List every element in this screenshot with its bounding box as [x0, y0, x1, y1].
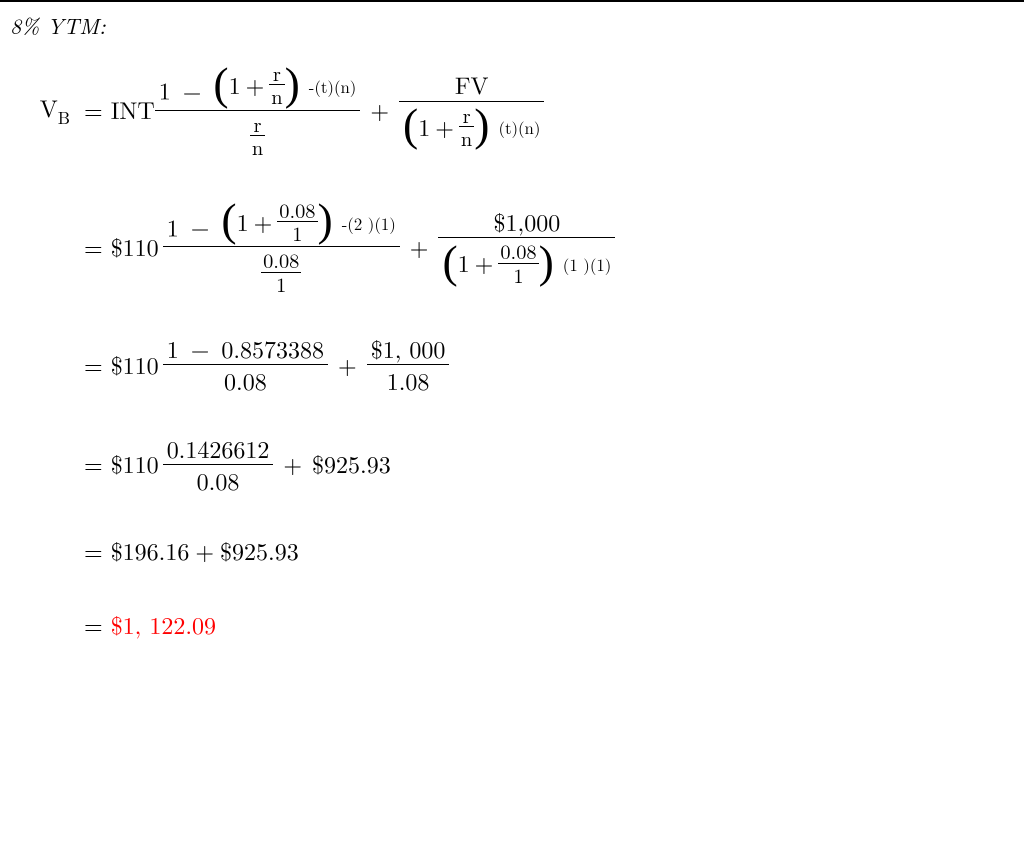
annuity-num-frac: 1 − ( 1 + 0.08 1 ) -(2 )(1)	[163, 198, 400, 295]
n1c: 1	[511, 264, 525, 285]
paren-group3: ( 1 + 0.08 1 )	[221, 200, 332, 244]
frac4: 0.1426612 0.08	[163, 434, 274, 493]
lparen4: (	[442, 244, 457, 280]
n1: 1	[290, 222, 304, 243]
total-value: $1, 122.09	[111, 607, 216, 641]
plus3: +	[338, 347, 357, 381]
r008d: 0.08	[220, 366, 271, 393]
exp-pos-1-1: (1 )(1)	[563, 256, 611, 274]
rparen4: )	[539, 244, 554, 280]
n3: n	[459, 127, 474, 148]
paren-group2: ( 1 + r n )	[403, 105, 489, 149]
vb-symbol: VB	[40, 90, 70, 129]
equals: =	[84, 92, 103, 126]
n1b: 1	[274, 273, 288, 294]
r008e: 0.08	[193, 466, 244, 493]
one7: 1	[167, 331, 179, 365]
plus5: +	[195, 533, 214, 567]
exp-pos-tn: (t)(n)	[498, 119, 540, 137]
diff: 0.1426612	[163, 434, 274, 463]
equals2: =	[84, 229, 103, 263]
one: 1	[159, 73, 171, 107]
frac3b: $1, 000 1.08	[367, 334, 450, 393]
one2: 1	[229, 72, 241, 97]
r008-over-1b: 0.08 1	[261, 250, 301, 294]
num2: 1 − ( 1 + 0.08 1 ) -(2 )(1)	[163, 198, 400, 246]
page: 8% YTM: VB = INT 1 − ( 1 + r n	[0, 0, 1024, 671]
plus-inner3: +	[254, 209, 273, 234]
b-sub: B	[58, 106, 70, 130]
equals5: =	[84, 533, 103, 567]
rparen: )	[285, 66, 300, 102]
den: r n	[246, 112, 269, 158]
plus: +	[370, 92, 389, 126]
equals4: =	[84, 446, 103, 480]
plus2: +	[410, 229, 429, 263]
lparen3: (	[221, 202, 236, 238]
int110b: $110	[111, 347, 159, 381]
r-over-n-den: r n	[250, 114, 265, 158]
frac3a: 1 − 0.8573388 0.08	[163, 334, 328, 393]
plus4: +	[283, 446, 302, 480]
one3: 1	[418, 114, 430, 139]
fv: FV	[451, 70, 493, 99]
equation-row-3: = $110 1 − 0.8573388 0.08 + $1, 000 1.08	[10, 334, 1014, 393]
paren-group4: ( 1 + 0.08 1 )	[442, 241, 553, 285]
lparen2: (	[403, 107, 418, 143]
exp-neg-tn: -(t)(n)	[309, 78, 357, 96]
minus3: −	[191, 331, 210, 365]
r008-over-1c: 0.08 1	[498, 241, 538, 285]
int110c: $110	[111, 446, 159, 480]
fv-term2: $1,000 ( 1 + 0.08 1 ) (1 )(1)	[438, 207, 615, 285]
denom108: 1.08	[383, 366, 434, 393]
pv-fv2: $925.93	[220, 533, 299, 567]
minus: −	[183, 73, 202, 107]
fv1000b: $1, 000	[367, 334, 450, 363]
fv1000: $1,000	[490, 207, 565, 236]
section-title: 8% YTM:	[10, 10, 1014, 41]
lparen: (	[213, 66, 228, 102]
equation-row-1: VB = INT 1 − ( 1 + r n )	[10, 61, 1014, 158]
r-over-n: r n	[269, 63, 284, 107]
pv-fv: $925.93	[312, 446, 391, 480]
plus-inner4: +	[475, 250, 494, 275]
rparen2: )	[474, 107, 489, 143]
disc: 0.8573388	[221, 331, 324, 365]
r-over-n2: r n	[459, 105, 474, 149]
annuity-factor: 1 − ( 1 + r n ) -(t)(n) r	[155, 61, 361, 158]
fv-term: FV ( 1 + r n ) (t)(n)	[399, 70, 544, 148]
equals3: =	[84, 347, 103, 381]
equation-row-2: = $110 1 − ( 1 + 0.08 1 ) -(2 )(1)	[10, 198, 1014, 295]
equals6: =	[84, 607, 103, 641]
r008-over-1: 0.08 1	[277, 200, 317, 244]
pv-int: $196.16	[111, 533, 190, 567]
den3: 0.08 1	[257, 248, 305, 294]
exp-neg-2-1: -(2 )(1)	[342, 215, 396, 233]
rparen3: )	[318, 202, 333, 238]
one4: 1	[167, 209, 179, 243]
plus-inner2: +	[435, 114, 454, 139]
int-label: INT	[111, 92, 155, 126]
n: n	[269, 85, 284, 106]
equation-row-6: = $1, 122.09	[10, 607, 1014, 641]
one6: 1	[458, 250, 470, 275]
n2: n	[250, 136, 265, 157]
v: V	[40, 90, 58, 124]
paren-group: ( 1 + r n )	[213, 63, 299, 107]
int110: $110	[111, 229, 159, 263]
den2: ( 1 + r n ) (t)(n)	[399, 103, 544, 149]
equation-row-4: = $110 0.1426612 0.08 + $925.93	[10, 434, 1014, 493]
num3: 1 − 0.8573388	[163, 334, 328, 363]
minus2: −	[191, 209, 210, 243]
den4: ( 1 + 0.08 1 ) (1 )(1)	[438, 239, 615, 285]
equation-row-5: = $196.16 + $925.93	[10, 533, 1014, 567]
one5: 1	[237, 209, 249, 234]
lhs: VB	[10, 90, 70, 129]
num: 1 − ( 1 + r n ) -(t)(n)	[155, 61, 361, 109]
plus-inner: +	[246, 72, 265, 97]
